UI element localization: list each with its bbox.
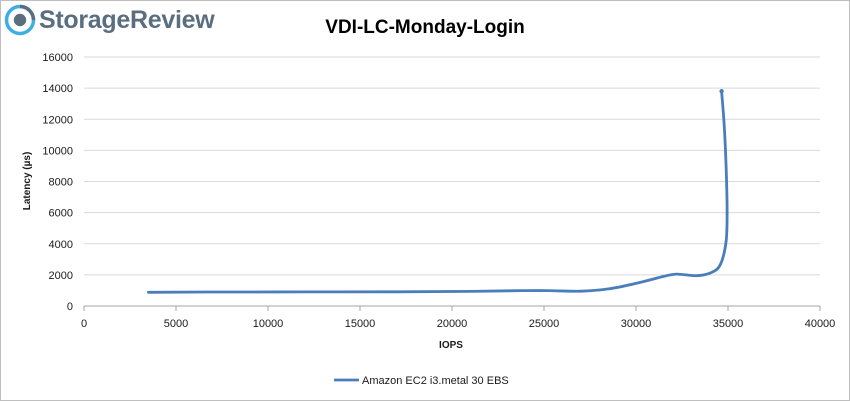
y-tick-label: 6000 <box>49 208 73 220</box>
x-tick-label: 5000 <box>164 318 188 330</box>
x-tick-label: 10000 <box>253 318 284 330</box>
chart-title: VDI-LC-Monday-Login <box>325 17 524 38</box>
x-tick-label: 40000 <box>805 318 836 330</box>
legend: Amazon EC2 i3.metal 30 EBS <box>334 375 509 387</box>
x-tick-label: 20000 <box>437 318 468 330</box>
x-axis-title: IOPS <box>439 340 463 351</box>
x-tick-label: 35000 <box>713 318 744 330</box>
grid-lines <box>84 56 820 276</box>
y-tick-label: 2000 <box>49 270 73 282</box>
series-line-0 <box>147 89 729 294</box>
storagereview-logo-icon <box>4 4 36 36</box>
series-point <box>719 89 724 94</box>
y-tick-label: 8000 <box>49 177 73 189</box>
x-axis-ticks: 0 5000 10000 15000 20000 25000 30000 35000 40000 <box>81 306 835 330</box>
y-tick-label: 4000 <box>49 239 73 251</box>
storagereview-logo: StorageReview <box>4 2 215 38</box>
y-axis-title: Latency (µs) <box>22 152 33 211</box>
x-tick-label: 0 <box>81 318 87 330</box>
x-tick-label: 25000 <box>529 318 560 330</box>
y-tick-label: 10000 <box>42 145 73 157</box>
logo-text: StorageReview <box>39 5 215 34</box>
y-tick-label: 16000 <box>42 52 73 64</box>
series-layer <box>147 89 729 294</box>
x-tick-label: 30000 <box>621 318 652 330</box>
y-tick-label: 14000 <box>42 83 73 95</box>
y-tick-label: 0 <box>67 301 73 313</box>
y-tick-label: 12000 <box>42 114 73 126</box>
x-tick-label: 15000 <box>345 318 376 330</box>
legend-series-label: Amazon EC2 i3.metal 30 EBS <box>362 375 509 387</box>
y-axis-ticks: 0 2000 4000 6000 8000 10000 12000 14000 16000 <box>42 52 73 313</box>
